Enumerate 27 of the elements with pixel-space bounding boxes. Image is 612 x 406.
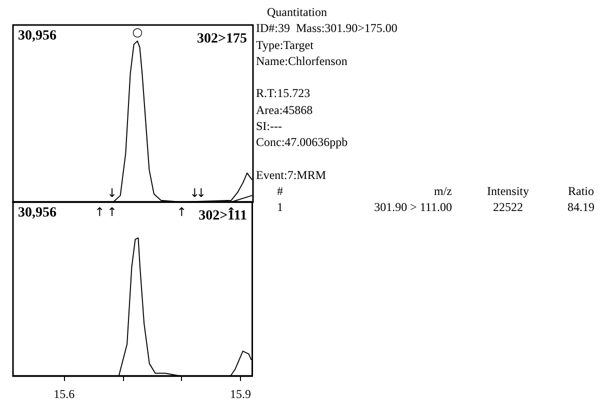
annotation: ↑ <box>107 205 118 219</box>
text: Area:45868 <box>256 103 313 117</box>
annotation: ○ <box>132 25 143 40</box>
text: Conc:47.00636ppb <box>256 135 348 149</box>
text: Intensity <box>486 184 530 198</box>
text: R.T:15.723 <box>256 86 310 100</box>
annotation: 30,956 <box>18 28 56 44</box>
annotation: ↓ <box>107 186 118 200</box>
text: # <box>276 184 284 198</box>
x-tick-label: 15.6 <box>54 387 75 401</box>
annotation: ↑ <box>176 205 187 219</box>
text: Quantitation <box>267 5 327 19</box>
text: 84.19 <box>566 200 596 214</box>
text: Type:Target <box>256 38 314 52</box>
text: SI:--- <box>256 119 282 133</box>
text: 301.90 > 111.00 <box>374 200 452 214</box>
text: 1 <box>277 200 283 214</box>
text: Event:7:MRM <box>256 168 326 182</box>
text: ID#:39 Mass:301.90>175.00 <box>256 21 398 35</box>
annotation: ↑ <box>94 205 105 219</box>
text: m/z <box>434 184 452 198</box>
text: 22522 <box>492 200 524 214</box>
chart-title: 302>175 <box>197 32 248 46</box>
text: 30,956 <box>18 206 56 220</box>
text: Ratio <box>567 184 595 198</box>
x-tick-label: 15.9 <box>230 387 251 401</box>
text: Name:Chlorfenson <box>256 54 348 68</box>
